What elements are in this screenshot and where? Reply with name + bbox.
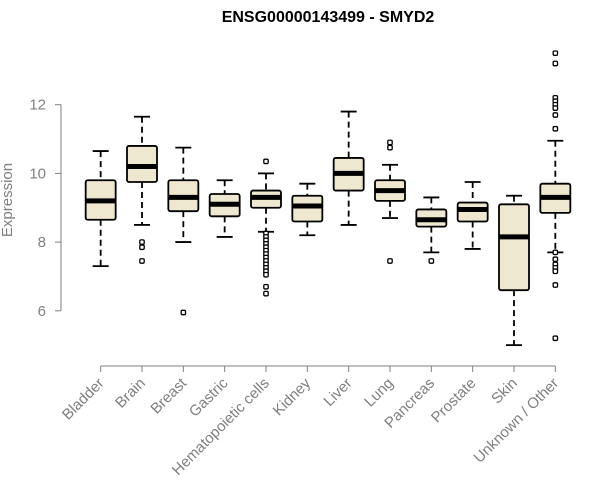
box-brain [126,115,158,264]
outlier-point [139,239,145,245]
outlier-point [552,50,559,57]
y-axis: 6 8 10 12 [29,97,62,320]
x-tick-label: Kidney [270,374,315,419]
box-lung [374,139,406,264]
x-tick-label: Skin [488,375,521,408]
y-tick-label: 12 [29,97,46,114]
x-tick-label: Breast [147,374,190,417]
outlier-point [263,158,269,165]
y-tick-label: 10 [29,165,46,182]
outlier-point [552,105,559,111]
outlier-point [387,144,393,151]
outlier-point [552,60,559,67]
outlier-point [552,112,559,118]
y-tick-label: 8 [38,234,46,251]
box-hematopoietic-cells [250,158,282,297]
x-tick-label: Liver [320,375,355,410]
box-unknown-other [539,50,572,342]
outlier-point [139,258,145,264]
outlier-point [387,258,393,264]
chart-title: ENSG00000143499 - SMYD2 [222,9,435,26]
outlier-point [180,309,187,316]
outlier-point [387,139,393,146]
y-tick-label: 6 [38,303,46,320]
outlier-point [552,256,559,263]
y-axis-title: Expression [0,163,16,237]
x-tick-label: Bladder [59,375,108,424]
outlier-point [428,258,435,264]
outlier-point [263,271,269,278]
box-skin [498,194,530,347]
box-rect [126,145,158,183]
outlier-point [263,283,269,290]
box-prostate [456,181,489,250]
outlier-point [552,125,559,132]
box-liver [332,110,365,226]
x-tick-label: Lung [361,375,397,411]
boxes-layer [84,50,572,347]
box-kidney [291,182,324,237]
box-gastric [208,179,241,238]
outlier-point [552,282,559,288]
box-rect [456,201,489,223]
outlier-point [552,268,559,275]
box-bladder [84,150,117,268]
outlier-point [552,335,559,342]
outlier-point [552,249,559,256]
x-tick-label: Prostate [428,375,480,427]
box-pancreas [415,196,448,264]
box-rect [291,194,324,223]
box-rect [498,203,530,292]
outlier-point [139,244,145,251]
x-tick-label: Brain [112,375,149,412]
box-breast [167,146,200,316]
outlier-point [263,290,269,297]
